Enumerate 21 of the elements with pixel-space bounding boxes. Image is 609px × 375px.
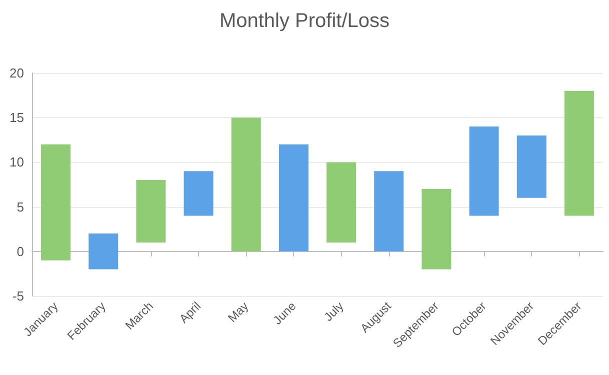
bar (564, 90, 594, 216)
bar (41, 144, 71, 260)
chart-title: Monthly Profit/Loss (219, 10, 390, 32)
bar (88, 234, 118, 270)
bar (136, 180, 166, 242)
bar (422, 188, 452, 270)
y-tick-label: 10 (10, 154, 24, 170)
y-tick-label: 0 (16, 244, 24, 259)
bar (516, 135, 546, 198)
bar (326, 162, 356, 242)
bar (278, 144, 308, 252)
bar (469, 126, 499, 216)
bar (374, 171, 404, 252)
x-tick-label: July (321, 299, 346, 324)
x-tick-label: May (225, 299, 252, 325)
y-tick-label: -5 (12, 288, 24, 304)
y-tick-label: 20 (10, 66, 24, 80)
bar (231, 118, 261, 252)
y-tick-label: 5 (16, 199, 24, 214)
y-tick-label: 15 (10, 110, 24, 126)
bar (184, 171, 214, 216)
